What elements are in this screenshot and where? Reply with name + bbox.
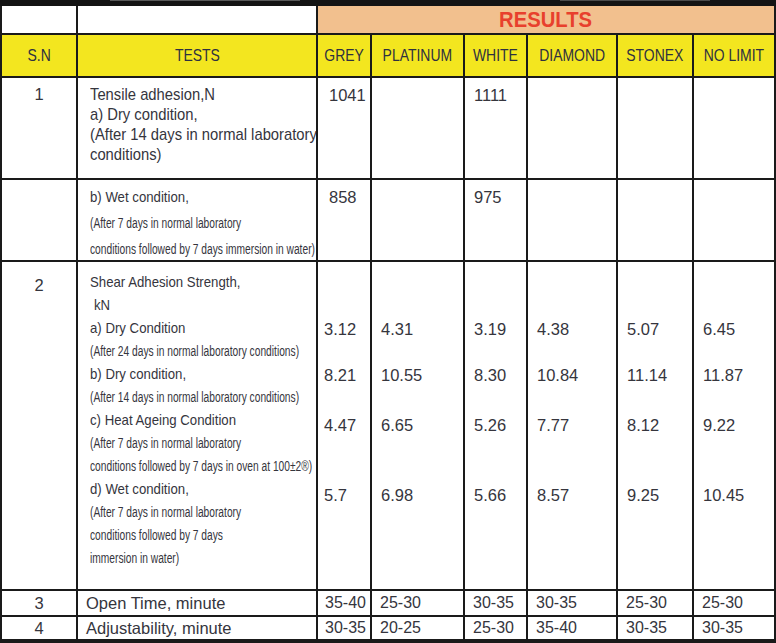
row1b-platinum-value	[372, 180, 465, 262]
row4-grey-value: 30-35	[318, 617, 372, 639]
row1b-tests-cell: b) Wet condition, (After 7 days in norma…	[78, 180, 318, 262]
row2-sn: 2	[2, 262, 78, 591]
corner-tests-blank	[78, 6, 318, 35]
row3-diamond-value: 30-35	[528, 591, 618, 617]
col-header-tests: TESTS	[78, 35, 318, 78]
col-header-nolimit: NO LIMIT	[694, 35, 774, 78]
row4-sn: 4	[2, 617, 78, 639]
row1-grey-value: 1041	[318, 78, 372, 180]
col-header-white: WHITE	[465, 35, 528, 78]
row4-label: Adjustability, minute	[78, 617, 318, 639]
row2-diamond-values: 4.38 10.84 7.77 8.57	[528, 262, 618, 591]
row3-sn: 3	[2, 591, 78, 617]
row1-stonex-value	[618, 78, 694, 180]
row4-stonex-value: 30-35	[618, 617, 694, 639]
row3-platinum-value: 25-30	[372, 591, 465, 617]
row2-white-values: 3.19 8.30 5.26 5.66	[465, 262, 528, 591]
col-header-sn: S.N	[2, 35, 78, 78]
row3-stonex-value: 25-30	[618, 591, 694, 617]
results-title: RESULTS	[500, 7, 593, 33]
scan-artifact	[560, 0, 710, 1]
results-table: RESULTS S.N TESTS GREY PLATINUM WHITE DI…	[0, 6, 776, 643]
col-header-stonex: STONEX	[618, 35, 694, 78]
row1b-stonex-value	[618, 180, 694, 262]
results-header-cell: RESULTS	[318, 6, 774, 35]
row2-stonex-values: 5.07 11.14 8.12 9.25	[618, 262, 694, 591]
row4-white-value: 25-30	[465, 617, 528, 639]
row3-grey-value: 35-40	[318, 591, 372, 617]
row1b-grey-value: 858	[318, 180, 372, 262]
row1b-diamond-value	[528, 180, 618, 262]
row1-tests-cell: Tensile adhesion,N a) Dry condition, (Af…	[78, 78, 318, 180]
row3-white-value: 30-35	[465, 591, 528, 617]
row4-platinum-value: 20-25	[372, 617, 465, 639]
row1-diamond-value	[528, 78, 618, 180]
row2-platinum-values: 4.31 10.55 6.65 6.98	[372, 262, 465, 591]
col-header-grey: GREY	[318, 35, 372, 78]
row1b-nolimit-value	[694, 180, 774, 262]
row1b-white-value: 975	[465, 180, 528, 262]
row1-white-value: 1111	[465, 78, 528, 180]
row3-label: Open Time, minute	[78, 591, 318, 617]
row2-nolimit-values: 6.45 11.87 9.22 10.45	[694, 262, 774, 591]
row1-nolimit-value	[694, 78, 774, 180]
corner-sn-blank	[2, 6, 78, 35]
row3-nolimit-value: 25-30	[694, 591, 774, 617]
scan-artifact	[110, 0, 300, 1]
row2-tests-cell: Shear Adhesion Strength, kN a) Dry Condi…	[78, 262, 318, 591]
col-header-diamond: DIAMOND	[528, 35, 618, 78]
row1-platinum-value	[372, 78, 465, 180]
row2-grey-values: 3.12 8.21 4.47 5.7	[318, 262, 372, 591]
col-header-platinum: PLATINUM	[372, 35, 465, 78]
row4-diamond-value: 35-40	[528, 617, 618, 639]
row4-nolimit-value: 30-35	[694, 617, 774, 639]
row1b-sn	[2, 180, 78, 262]
row1-sn: 1	[2, 78, 78, 180]
